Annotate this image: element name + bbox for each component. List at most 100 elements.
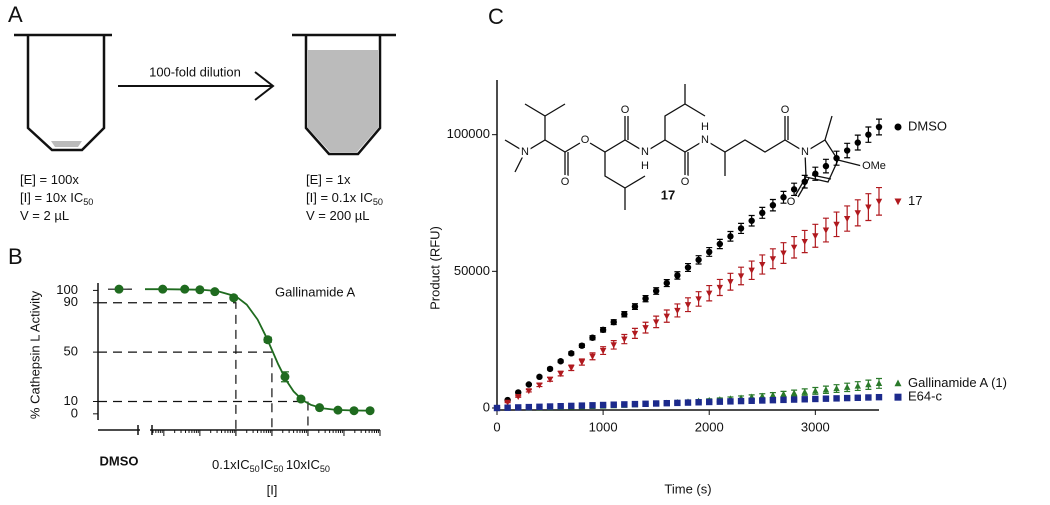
point <box>822 162 830 170</box>
atom-label: H <box>701 121 709 133</box>
point <box>865 204 872 211</box>
point <box>812 395 819 403</box>
y-tick-label: 100 <box>56 282 78 297</box>
condition-main: [E] = 100x <box>20 172 79 187</box>
point <box>610 342 617 349</box>
point <box>610 401 617 408</box>
point <box>263 335 273 345</box>
panel-label: B <box>8 244 23 269</box>
point <box>833 221 840 228</box>
tube-body <box>304 35 382 156</box>
point <box>759 261 766 269</box>
control-point <box>114 284 124 294</box>
point <box>865 381 872 388</box>
point <box>695 399 702 406</box>
point <box>843 383 851 390</box>
atom-label: OMe <box>862 160 886 172</box>
point <box>780 250 787 257</box>
point <box>525 381 533 388</box>
point <box>515 404 522 411</box>
atom-label: H <box>641 160 649 172</box>
point <box>493 404 501 412</box>
atom-label: N <box>801 146 809 158</box>
point <box>663 279 670 287</box>
point <box>568 365 575 372</box>
point <box>536 373 543 381</box>
point <box>759 392 766 399</box>
point <box>769 256 777 263</box>
x-tick-label-main: IC <box>260 457 273 472</box>
condition: V = 2 µL <box>20 208 69 223</box>
point <box>296 394 306 404</box>
point <box>695 296 702 303</box>
point <box>621 401 628 408</box>
x-axis-label: Time (s) <box>664 481 711 496</box>
guide-line <box>98 302 237 430</box>
point <box>780 390 787 397</box>
point <box>684 264 692 271</box>
condition-main: [I] = 0.1x IC <box>306 190 373 205</box>
legend-marker <box>894 393 902 401</box>
point <box>315 403 325 413</box>
point <box>280 372 290 382</box>
point <box>195 285 205 295</box>
point <box>642 400 649 407</box>
guide-line <box>98 351 273 430</box>
atom-label: O <box>681 176 690 188</box>
point <box>812 170 819 177</box>
point <box>684 399 692 406</box>
point <box>790 244 798 251</box>
condition-main: V = 2 µL <box>20 208 69 223</box>
point <box>790 389 798 396</box>
bonds <box>514 84 863 210</box>
point <box>180 284 190 294</box>
panel-label: C <box>488 4 504 29</box>
point <box>843 147 851 154</box>
point <box>748 267 755 274</box>
point <box>568 402 575 410</box>
point <box>812 387 819 394</box>
point <box>812 233 819 240</box>
point <box>631 303 639 310</box>
arrow-label: 100-fold dilution <box>149 64 241 79</box>
arrow <box>118 71 275 101</box>
point <box>716 240 724 248</box>
point <box>674 399 681 407</box>
compound-label: 17 <box>661 187 675 202</box>
point <box>843 394 851 402</box>
point <box>610 318 617 326</box>
point <box>589 402 596 409</box>
y-axis-label: % Cathepsin L Activity <box>27 290 42 419</box>
point <box>875 379 883 386</box>
tube-body <box>26 35 106 152</box>
legend-marker <box>894 198 902 206</box>
series <box>493 393 883 412</box>
point <box>578 359 586 366</box>
point <box>801 178 808 185</box>
point <box>865 394 872 401</box>
point <box>599 401 607 409</box>
point <box>674 272 681 279</box>
point <box>822 395 830 402</box>
x-axis-label: [I] <box>267 482 278 497</box>
atom-label: N <box>521 146 529 158</box>
x-tick-label-sub: 50 <box>250 464 260 474</box>
annotation: Gallinamide A <box>275 284 356 299</box>
point <box>546 403 554 410</box>
y-tick-label: 90 <box>64 294 78 309</box>
point <box>706 290 713 297</box>
tube-before <box>14 33 112 152</box>
point <box>642 325 649 332</box>
point <box>875 123 883 131</box>
point <box>546 365 554 373</box>
point <box>589 353 596 360</box>
point <box>663 313 670 320</box>
atom-label: N <box>641 146 649 158</box>
point <box>759 209 766 217</box>
atom-label: O <box>787 196 796 208</box>
point <box>652 319 660 326</box>
point <box>652 400 660 407</box>
